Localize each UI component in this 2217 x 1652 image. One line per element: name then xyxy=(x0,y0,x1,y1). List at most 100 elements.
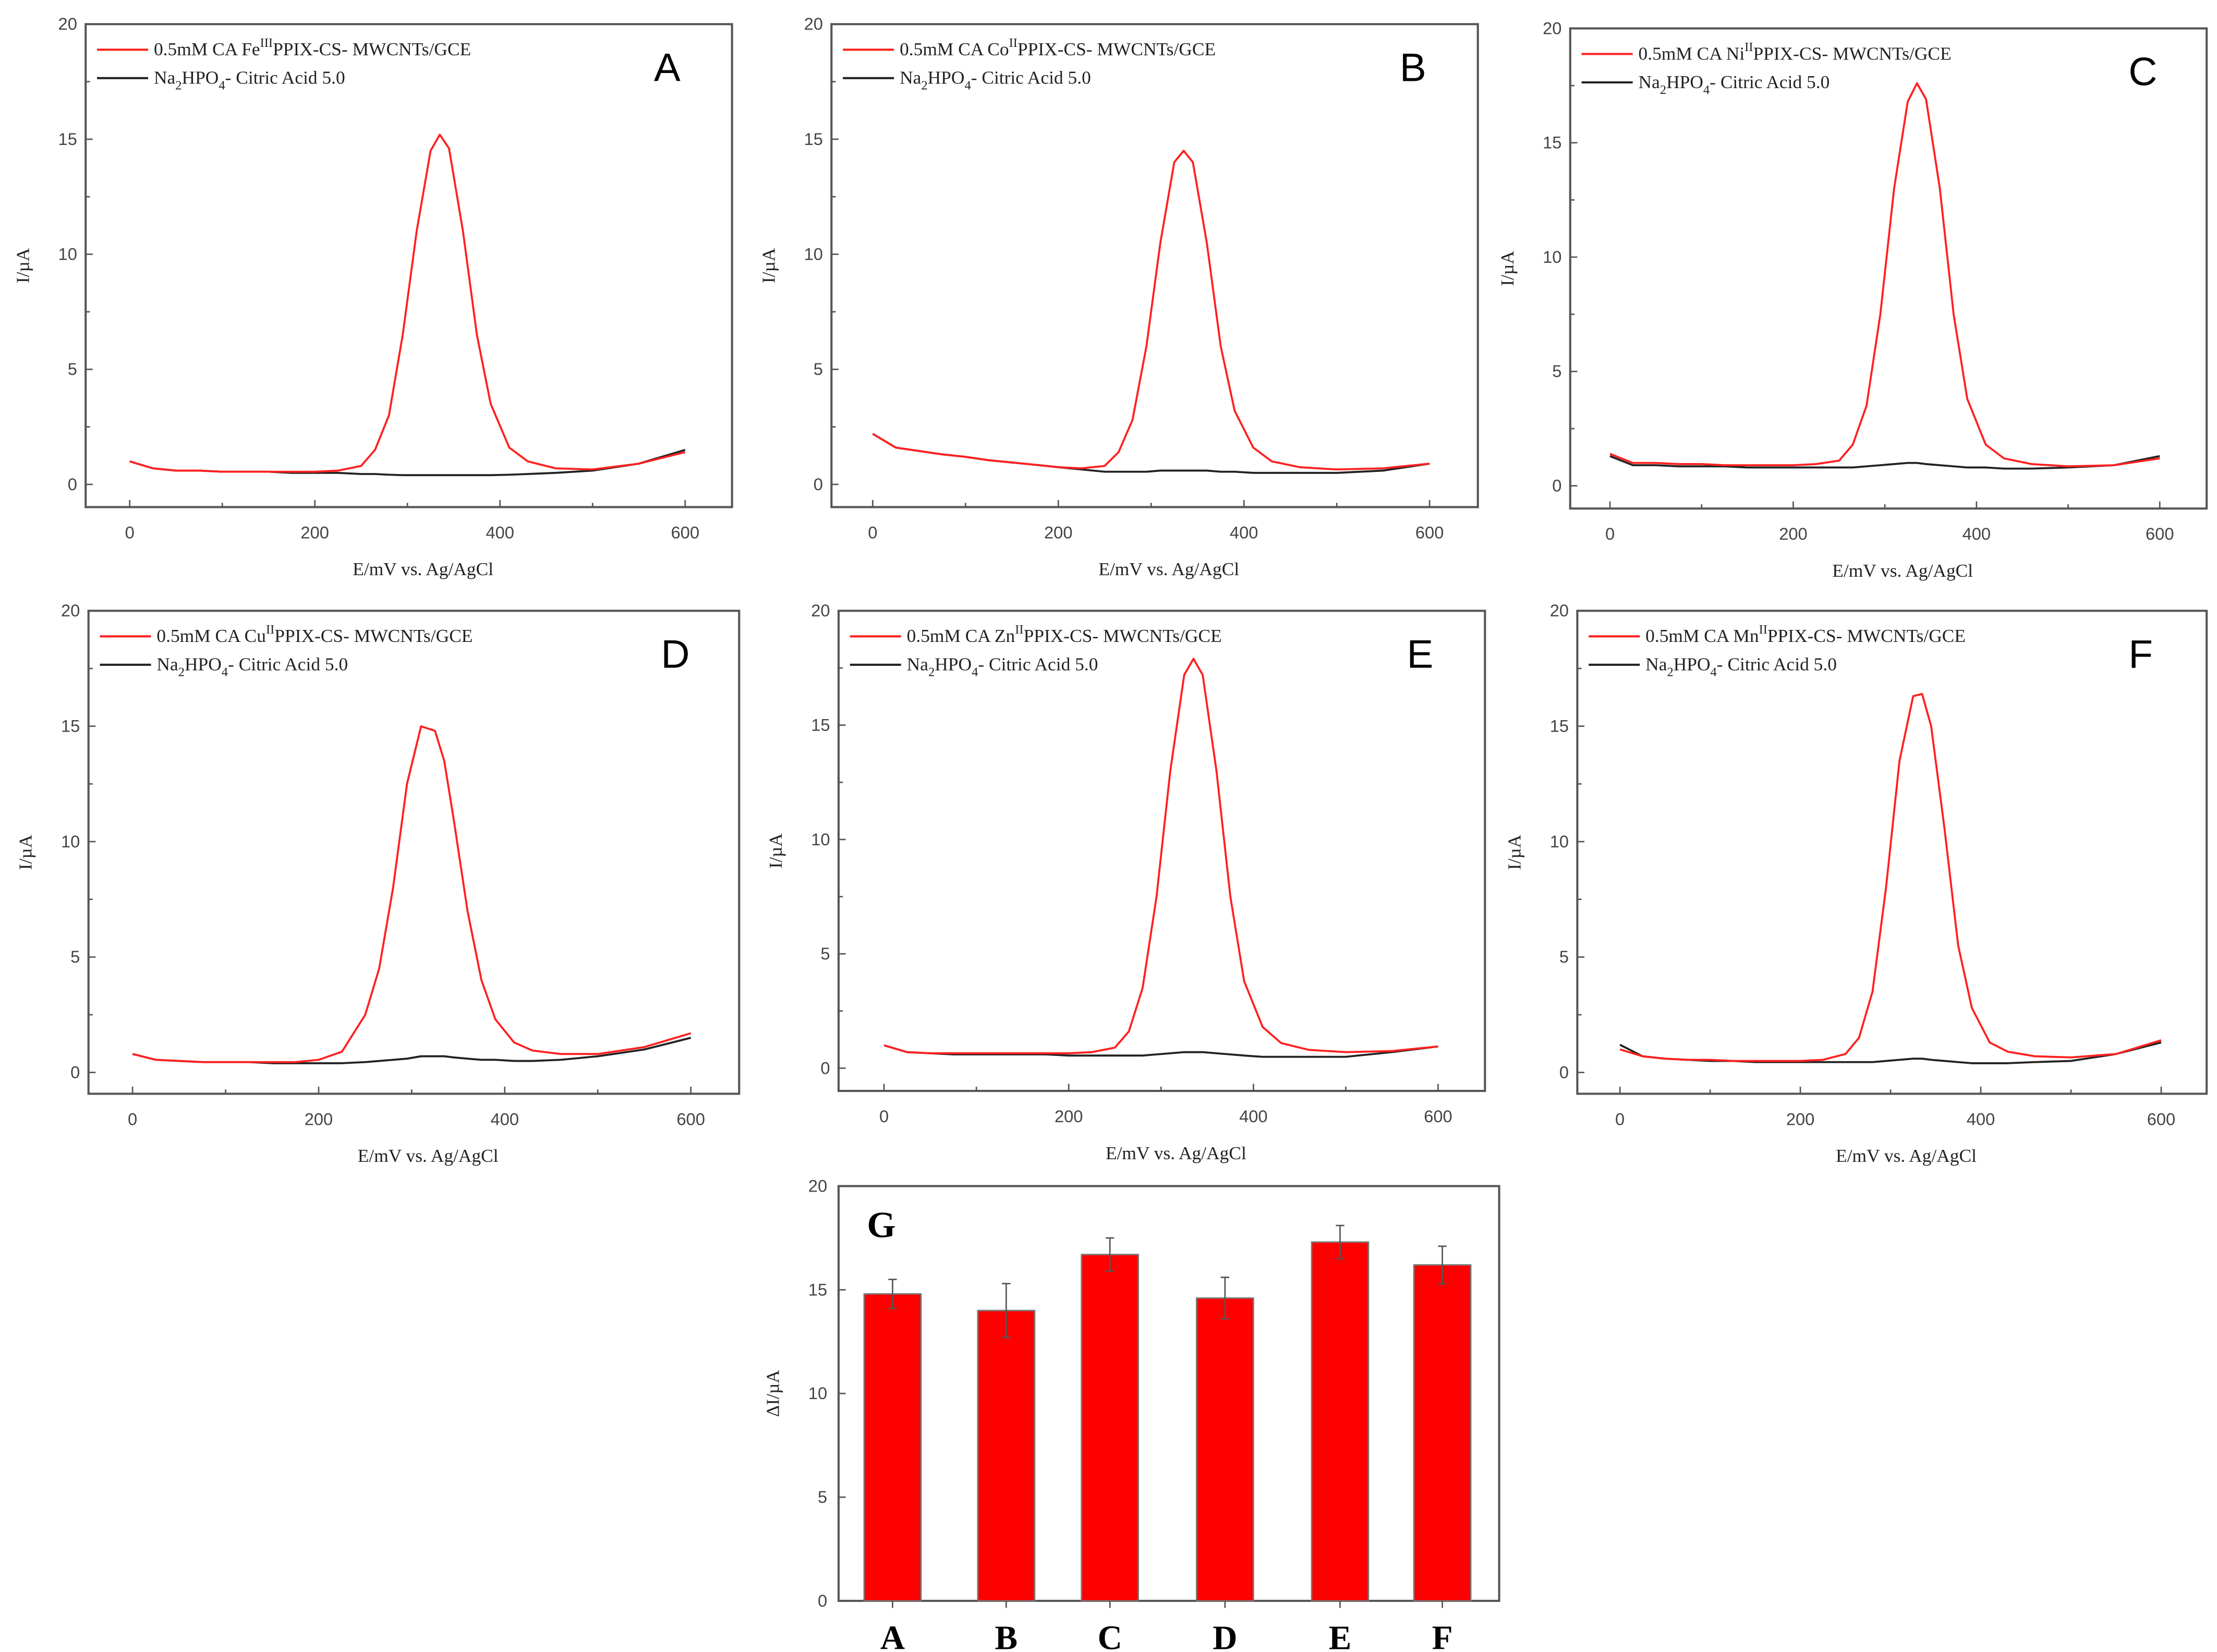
x-tick-label: 200 xyxy=(300,523,329,542)
x-tick-label: 200 xyxy=(305,1109,333,1128)
category-label: F xyxy=(1432,1620,1453,1652)
legend-subscript: 4 xyxy=(972,665,978,679)
legend-subscript: 4 xyxy=(219,79,225,93)
x-tick-label: 600 xyxy=(671,523,699,542)
y-axis-label: ΔI/µA xyxy=(762,1370,783,1417)
y-tick-label: 20 xyxy=(58,14,77,33)
legend-label-blank: Na2HPO4- Citric Acid 5.0 xyxy=(1645,654,1837,679)
legend: 0.5mM CA CuIIPPIX-CS- MWCNTs/GCE Na2HPO4-… xyxy=(100,623,473,679)
y-tick-label: 10 xyxy=(1550,832,1569,851)
legend-label-blank: Na2HPO4- Citric Acid 5.0 xyxy=(154,67,345,93)
legend-text: - Citric Acid 5.0 xyxy=(1710,71,1830,92)
legend-text: HPO xyxy=(928,67,965,88)
legend-subscript: 4 xyxy=(1703,83,1710,97)
legend-prefix: 0.5mM CA xyxy=(1639,43,1726,64)
y-tick-label: 5 xyxy=(814,359,823,379)
legend-metal: Cu xyxy=(245,625,266,646)
legend-label-sample: 0.5mM CA CuIIPPIX-CS- MWCNTs/GCE xyxy=(156,623,473,646)
y-axis-label: I/µA xyxy=(15,834,36,870)
legend-text: Na xyxy=(156,654,178,675)
category-label: B xyxy=(995,1620,1018,1652)
plot-frame xyxy=(830,23,1479,508)
legend-oxidation-state: II xyxy=(266,623,274,637)
y-tick-label: 15 xyxy=(804,129,823,149)
y-tick-label: 20 xyxy=(61,601,80,620)
y-tick-label: 15 xyxy=(811,715,830,734)
blank-series-line xyxy=(132,1037,692,1064)
y-axis-label: I/µA xyxy=(1504,834,1524,870)
legend-subscript: 4 xyxy=(222,665,228,679)
legend-text: HPO xyxy=(935,654,972,675)
sample-series-line xyxy=(1609,82,2160,468)
y-tick-label: 5 xyxy=(818,1487,827,1507)
category-label: D xyxy=(1213,1620,1237,1652)
plot-frame xyxy=(1576,610,2208,1095)
category-label: C xyxy=(1098,1620,1122,1652)
legend-subscript: 4 xyxy=(1711,665,1717,679)
y-tick-label: 0 xyxy=(818,1591,827,1610)
legend: 0.5mM CA MnIIPPIX-CS- MWCNTs/GCE Na2HPO4-… xyxy=(1589,623,1966,679)
bar-d xyxy=(1196,1297,1254,1602)
x-tick-label: 600 xyxy=(1424,1107,1452,1126)
panel-letter: C xyxy=(2128,50,2157,94)
bar-f xyxy=(1413,1264,1472,1602)
y-tick-label: 0 xyxy=(68,475,77,494)
x-tick-label: 400 xyxy=(1962,524,1991,543)
legend-text: HPO xyxy=(1666,71,1703,92)
bar-a xyxy=(863,1293,922,1602)
legend-label-blank: Na2HPO4- Citric Acid 5.0 xyxy=(907,654,1098,679)
legend-metal: Ni xyxy=(1726,43,1745,64)
blank-series-line xyxy=(883,1044,1438,1058)
x-tick-label: 600 xyxy=(1415,523,1444,542)
y-tick-label: 0 xyxy=(814,475,823,494)
sample-series-line xyxy=(872,150,1430,471)
legend-label-sample: 0.5mM CA FeIIIPPIX-CS- MWCNTs/GCE xyxy=(154,36,471,59)
panel-g: 0 5 10 15 20 ΔI/µA G A B C D E F xyxy=(762,1176,1500,1652)
x-tick-label: 0 xyxy=(128,1109,137,1128)
y-tick-label: 15 xyxy=(58,129,77,149)
y-tick-label: 10 xyxy=(61,832,80,851)
legend-suffix: PPIX-CS- MWCNTs/GCE xyxy=(273,39,471,59)
x-tick-label: 200 xyxy=(1044,523,1073,542)
y-tick-label: 5 xyxy=(68,359,77,379)
legend-suffix: PPIX-CS- MWCNTs/GCE xyxy=(274,625,473,646)
legend-text: - Citric Acid 5.0 xyxy=(228,654,348,675)
legend-label-sample: 0.5mM CA MnIIPPIX-CS- MWCNTs/GCE xyxy=(1645,623,1966,646)
x-tick-label: 200 xyxy=(1786,1109,1815,1128)
panel-letter: B xyxy=(1400,45,1426,90)
legend-text: - Citric Acid 5.0 xyxy=(971,67,1091,88)
legend-prefix: 0.5mM CA xyxy=(907,625,995,646)
y-tick-label: 10 xyxy=(808,1383,827,1403)
y-tick-label: 10 xyxy=(804,244,823,263)
legend-metal: Zn xyxy=(995,625,1015,646)
blank-series-line xyxy=(1609,455,2160,470)
x-tick-label: 200 xyxy=(1055,1107,1083,1126)
legend-prefix: 0.5mM CA xyxy=(154,39,241,59)
legend-subscript: 2 xyxy=(1667,665,1673,679)
legend-subscript: 2 xyxy=(1660,83,1666,97)
legend-oxidation-state: II xyxy=(1015,623,1023,637)
y-axis-label: I/µA xyxy=(1497,251,1518,286)
y-tick-label: 20 xyxy=(1543,18,1561,38)
y-tick-label: 15 xyxy=(61,716,80,736)
sample-series-line xyxy=(132,725,692,1063)
legend-label-sample: 0.5mM CA CoIIPPIX-CS- MWCNTs/GCE xyxy=(900,36,1216,59)
y-tick-label: 20 xyxy=(811,601,830,620)
legend-text: Na xyxy=(907,654,929,675)
plot-frame xyxy=(87,610,741,1095)
legend-suffix: PPIX-CS- MWCNTs/GCE xyxy=(1017,39,1216,59)
sample-series-line xyxy=(129,133,686,473)
legend-metal: Co xyxy=(987,39,1009,59)
x-tick-label: 0 xyxy=(1605,524,1615,543)
blank-series-line xyxy=(872,433,1430,474)
x-tick-label: 600 xyxy=(2146,524,2174,543)
y-axis-label: I/µA xyxy=(758,248,779,283)
x-tick-label: 0 xyxy=(879,1107,889,1126)
legend-oxidation-state: II xyxy=(1009,36,1017,50)
y-tick-label: 20 xyxy=(804,14,823,33)
